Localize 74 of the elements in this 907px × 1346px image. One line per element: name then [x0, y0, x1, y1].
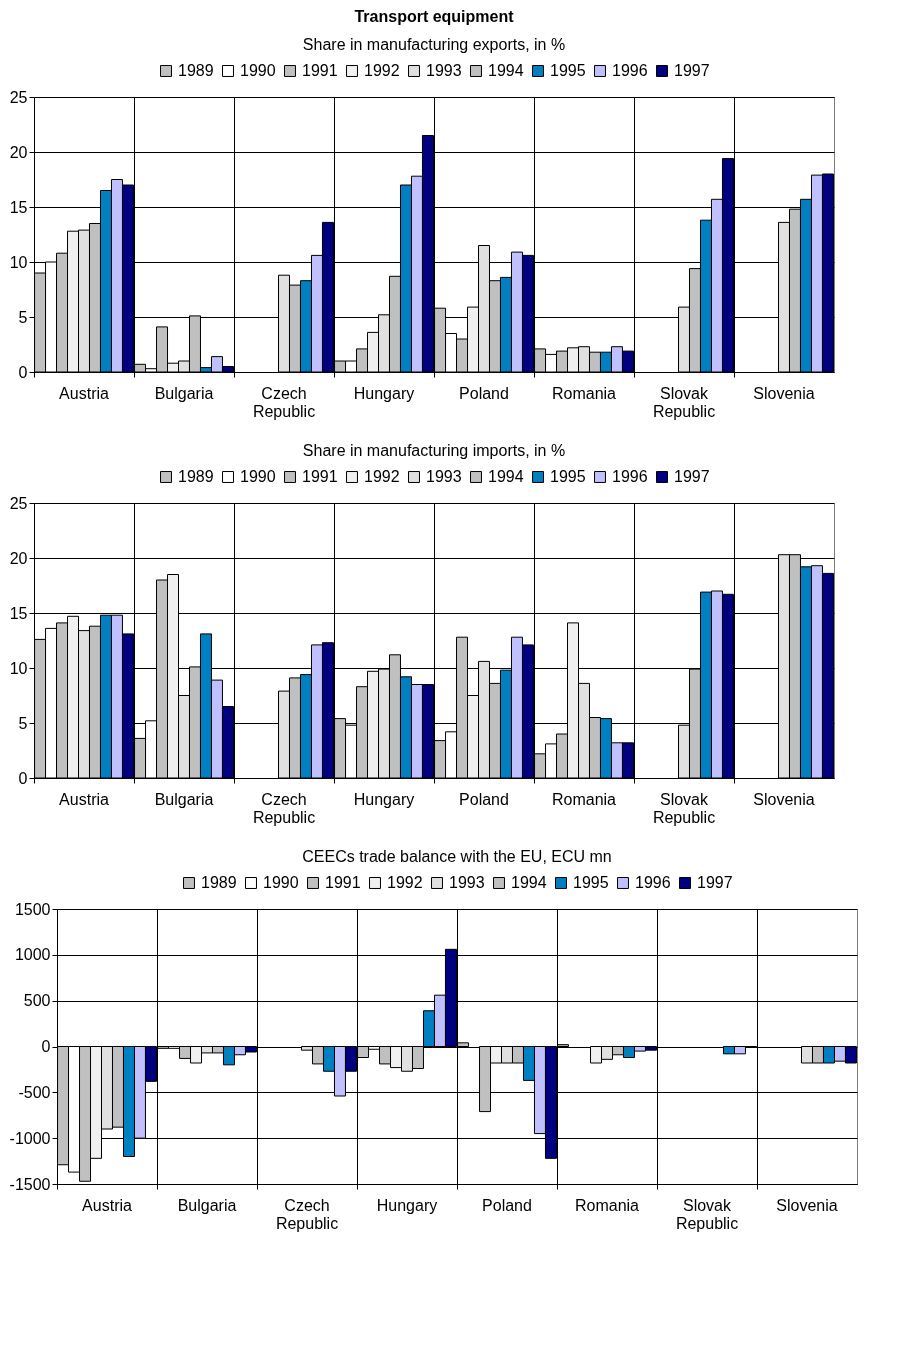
y-tick-label: 0: [18, 363, 28, 381]
x-tick-label: Austria: [59, 384, 109, 402]
legend-label: 1997: [674, 468, 710, 485]
legend-label: 1990: [240, 468, 276, 485]
legend-label: 1994: [511, 874, 547, 891]
y-tick-label: 10: [9, 659, 28, 677]
y-tick-label: 5: [18, 714, 28, 732]
x-tick-label: Hungary: [353, 384, 415, 402]
y-tick-label: -500: [18, 1083, 51, 1101]
legend-label: 1989: [201, 874, 237, 891]
y-tick-label: 20: [9, 549, 28, 567]
x-tick-label: Slovak Republic: [652, 790, 716, 826]
y-tick-label: -1000: [9, 1129, 51, 1147]
legend-label: 1993: [449, 874, 485, 891]
y-tick-label: 500: [23, 992, 51, 1010]
x-tick-label: Romania: [551, 790, 617, 808]
x-tick-label: Poland: [459, 790, 509, 808]
legend-label: 1991: [302, 62, 338, 79]
legend-label: 1995: [550, 62, 586, 79]
legend-label: 1994: [488, 468, 524, 485]
legend-label: 1989: [178, 62, 214, 79]
x-tick-label: Hungary: [376, 1196, 438, 1214]
y-tick-label: 1000: [14, 946, 51, 964]
legend-label: 1992: [364, 468, 400, 485]
legend-label: 1990: [240, 62, 276, 79]
x-tick-label: Bulgaria: [154, 384, 214, 402]
legend-label: 1994: [488, 62, 524, 79]
y-tick-label: 25: [9, 494, 28, 512]
x-tick-label: Romania: [551, 384, 617, 402]
x-tick-label: Poland: [482, 1196, 532, 1214]
y-tick-label: 15: [9, 198, 28, 216]
legend-label: 1991: [325, 874, 361, 891]
x-tick-label: Poland: [459, 384, 509, 402]
legend-label: 1997: [697, 874, 733, 891]
chart-title: Transport equipment: [354, 8, 515, 25]
chart-title: Share in manufacturing imports, in %: [302, 442, 566, 459]
chart-subtitle: Share in manufacturing exports, in %: [302, 36, 566, 53]
x-tick-label: Czech Republic: [275, 1196, 339, 1232]
chart-title: CEECs trade balance with the EU, ECU mn: [302, 848, 612, 865]
legend-label: 1993: [426, 468, 462, 485]
legend-label: 1989: [178, 468, 214, 485]
x-tick-label: Bulgaria: [177, 1196, 237, 1214]
legend-label: 1996: [635, 874, 671, 891]
x-tick-label: Romania: [574, 1196, 640, 1214]
legend-label: 1993: [426, 62, 462, 79]
y-tick-label: 25: [9, 88, 28, 106]
y-tick-label: 1500: [14, 900, 51, 918]
y-tick-label: 0: [18, 769, 28, 787]
x-tick-label: Slovenia: [776, 1196, 838, 1214]
legend-label: 1996: [612, 468, 648, 485]
x-tick-label: Austria: [82, 1196, 132, 1214]
legend-label: 1996: [612, 62, 648, 79]
legend-label: 1990: [263, 874, 299, 891]
legend-label: 1997: [674, 62, 710, 79]
x-tick-label: Slovak Republic: [652, 384, 716, 420]
y-tick-label: 10: [9, 253, 28, 271]
y-tick-label: -1500: [9, 1175, 51, 1193]
x-tick-label: Hungary: [353, 790, 415, 808]
x-tick-label: Slovenia: [753, 384, 815, 402]
legend-label: 1992: [387, 874, 423, 891]
y-tick-label: 0: [41, 1038, 51, 1055]
y-tick-label: 20: [9, 143, 28, 161]
y-tick-label: 15: [9, 604, 28, 622]
legend-label: 1991: [302, 468, 338, 485]
x-tick-label: Austria: [59, 790, 109, 808]
x-tick-label: Slovenia: [753, 790, 815, 808]
legend-label: 1995: [573, 874, 609, 891]
x-tick-label: Slovak Republic: [675, 1196, 739, 1232]
x-tick-label: Czech Republic: [252, 384, 316, 420]
legend-label: 1992: [364, 62, 400, 79]
legend-label: 1995: [550, 468, 586, 485]
x-tick-label: Czech Republic: [252, 790, 316, 826]
y-tick-label: 5: [18, 308, 28, 326]
x-tick-label: Bulgaria: [154, 790, 214, 808]
